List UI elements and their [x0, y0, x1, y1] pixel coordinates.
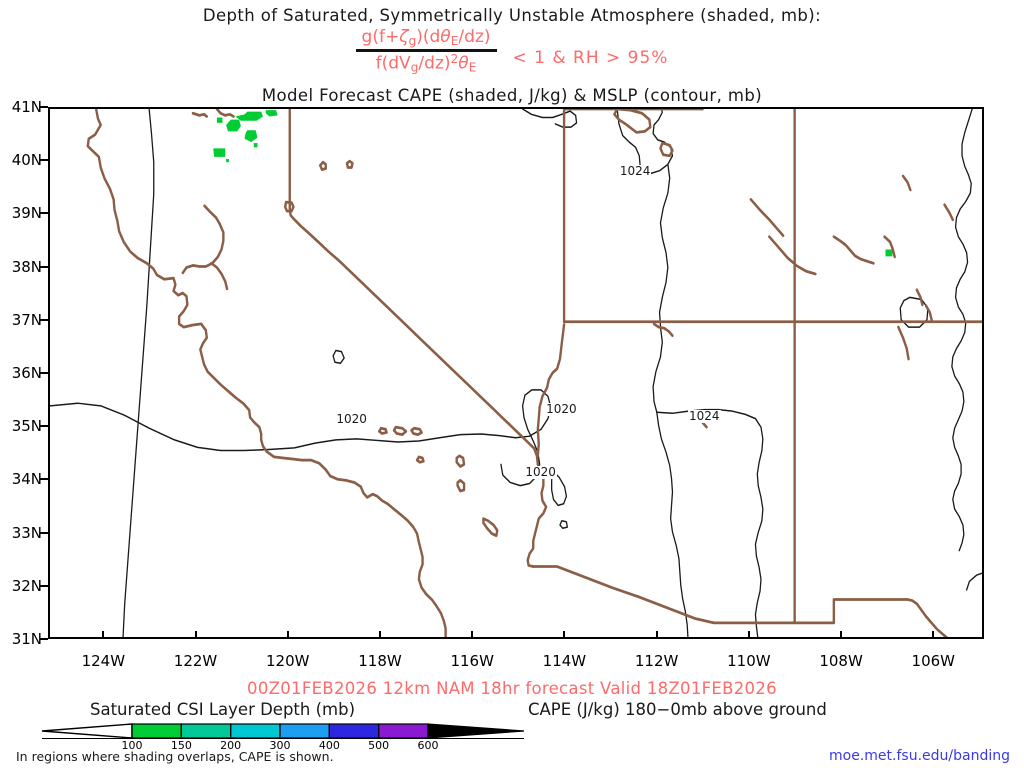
color-scale-tick-label: 150	[170, 739, 192, 752]
color-scale-segment[interactable]	[230, 723, 281, 739]
latitude-tick-mark	[40, 584, 48, 587]
longitude-tick-mark	[840, 631, 843, 639]
mslp-contour-label: 1020	[524, 465, 557, 480]
csi-formula: g(f+ζg)(dθE/dz) f(dVg/dz)2θE < 1 & RH > …	[0, 28, 1024, 75]
longitude-tick-mark	[194, 631, 197, 639]
color-scale-over-arrow	[427, 723, 525, 739]
color-scale-svg	[41, 723, 525, 739]
color-scale-segment[interactable]	[180, 723, 232, 739]
color-scale-under-arrow	[41, 723, 133, 739]
longitude-tick-label: 122W	[173, 652, 218, 670]
latitude-tick-mark	[40, 638, 48, 640]
longitude-tick-label: 108W	[819, 652, 863, 670]
longitude-tick-label: 124W	[81, 652, 126, 670]
source-url-link[interactable]: moe.met.fsu.edu/banding	[829, 748, 1010, 764]
color-scale-segment[interactable]	[279, 723, 330, 739]
formula-fraction: g(f+ζg)(dθE/dz) f(dVg/dz)2θE	[355, 27, 497, 75]
page-title: Depth of Saturated, Symmetrically Unstab…	[202, 6, 822, 25]
map-plot-area[interactable]	[48, 107, 984, 639]
csi-shading-layer	[213, 110, 893, 257]
longitude-tick-mark	[655, 631, 658, 639]
latitude-tick-mark	[40, 478, 48, 481]
geography-layer	[86, 109, 982, 637]
latitude-axis: 41N 40N 39N 38N 37N 36N 35N 34N 33N 32N 31N	[0, 0, 42, 768]
formula-numerator: g(f+ζg)(dθE/dz)	[361, 27, 491, 49]
longitude-tick-label: 106W	[911, 652, 955, 670]
longitude-tick-label: 110W	[727, 652, 771, 670]
formula-denominator: f(dVg/dz)2θE	[375, 52, 477, 75]
latitude-tick-label: 40N	[11, 151, 42, 170]
latitude-tick-mark	[40, 425, 48, 428]
longitude-tick-mark	[747, 631, 750, 639]
longitude-tick-mark	[563, 631, 566, 639]
mslp-contour-label: 1024	[618, 164, 652, 179]
color-scale-segment[interactable]	[378, 723, 429, 739]
subtitle: Model Forecast CAPE (shaded, J/kg) & MSL…	[261, 86, 763, 105]
longitude-tick-mark	[102, 631, 105, 639]
latitude-tick-mark	[40, 106, 48, 108]
latitude-tick-mark	[40, 531, 48, 534]
csi-legend-title: Saturated CSI Layer Depth (mb)	[90, 700, 356, 719]
latitude-tick-mark	[40, 318, 48, 321]
longitude-tick-label: 116W	[450, 652, 494, 670]
color-scale-tick-label: 600	[417, 739, 439, 752]
color-scale-segment[interactable]	[328, 723, 380, 739]
longitude-tick-label: 118W	[358, 652, 402, 670]
mslp-contour-label: 1020	[335, 411, 368, 426]
latitude-tick-label: 39N	[11, 204, 42, 223]
cape-legend-title: CAPE (J/kg) 180−0mb above ground	[528, 700, 827, 719]
mslp-contour-layer	[50, 109, 982, 637]
legend-titles: Saturated CSI Layer Depth (mb) CAPE (J/k…	[0, 700, 1024, 722]
longitude-tick-label: 120W	[266, 652, 310, 670]
longitude-axis: 124W 122W 120W 118W 116W 114W 112W 110W 108W 106W	[0, 652, 1024, 678]
latitude-tick-mark	[40, 265, 48, 268]
mslp-contour-label: 1020	[545, 402, 578, 417]
color-scale-tick-label: 100	[121, 739, 143, 752]
longitude-tick-mark	[932, 631, 935, 639]
forecast-timestamp: 00Z01FEB2026 12km NAM 18hr forecast Vali…	[247, 679, 777, 698]
longitude-tick-label: 112W	[634, 652, 679, 670]
map-svg	[50, 109, 982, 637]
latitude-tick-label: 36N	[11, 364, 42, 382]
mslp-contour-label: 1024	[688, 409, 721, 424]
overlap-note: In regions where shading overlaps, CAPE …	[16, 749, 334, 764]
latitude-tick-label: 31N	[11, 630, 42, 648]
latitude-tick-label: 35N	[11, 417, 42, 436]
color-scale-segment[interactable]	[131, 723, 182, 739]
color-scale-tick-label: 200	[220, 739, 242, 752]
color-scale-bar[interactable]: 100 150 200 300 400 500 600	[24, 722, 544, 752]
longitude-tick-label: 114W	[542, 652, 587, 670]
longitude-tick-mark	[471, 631, 474, 639]
color-scale-tick-label: 400	[318, 739, 340, 752]
latitude-tick-mark	[40, 212, 48, 215]
latitude-tick-label: 33N	[11, 523, 42, 542]
latitude-tick-label: 41N	[11, 98, 42, 116]
color-scale-tick-label: 500	[368, 739, 390, 752]
latitude-tick-label: 32N	[11, 576, 42, 595]
longitude-tick-mark	[378, 631, 381, 639]
latitude-tick-label: 34N	[11, 470, 42, 489]
latitude-tick-mark	[40, 372, 48, 374]
latitude-tick-mark	[40, 159, 48, 162]
formula-divider	[355, 49, 497, 53]
color-scale-tick-label: 300	[269, 739, 291, 752]
latitude-tick-label: 37N	[11, 310, 42, 329]
latitude-tick-label: 38N	[11, 257, 42, 276]
longitude-tick-mark	[286, 631, 289, 639]
formula-condition: < 1 & RH > 95%	[512, 47, 669, 68]
